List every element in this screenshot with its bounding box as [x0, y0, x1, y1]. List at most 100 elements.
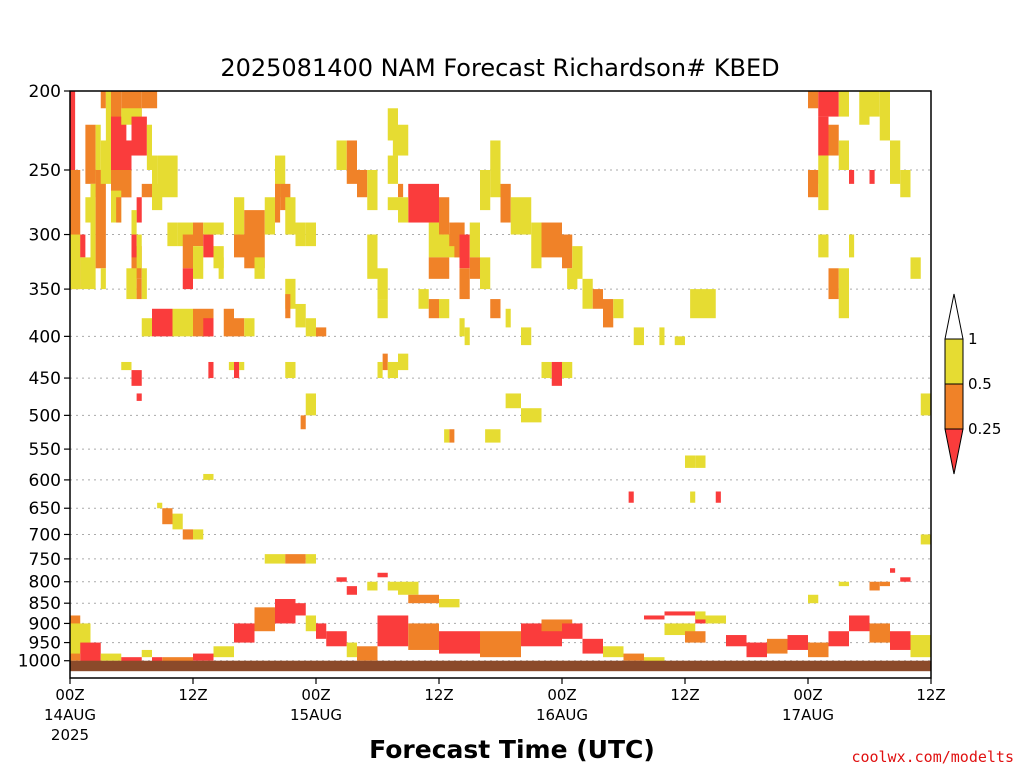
x-tick-label: 00Z — [55, 686, 84, 704]
ri-cell — [572, 246, 583, 279]
ri-cell — [131, 91, 142, 117]
ri-cell — [275, 155, 286, 198]
ri-cell — [167, 222, 178, 247]
ri-cell — [859, 91, 870, 125]
ri-cell — [285, 278, 296, 309]
ri-cell — [131, 210, 137, 247]
ri-cell — [193, 222, 204, 247]
ri-cell — [162, 657, 193, 665]
ri-cell — [444, 429, 450, 443]
ri-cell — [705, 615, 726, 624]
ri-cell — [70, 169, 81, 290]
y-tick-label: 550 — [29, 440, 61, 460]
y-tick-label: 200 — [29, 82, 61, 102]
y-tick-label: 500 — [29, 406, 61, 426]
ri-cell — [254, 607, 275, 632]
ri-cell — [849, 234, 855, 258]
ri-cell — [387, 197, 398, 211]
y-tick-label: 450 — [29, 369, 61, 389]
ri-cell — [193, 529, 204, 540]
ri-cell — [603, 646, 624, 658]
ri-cell — [592, 289, 603, 309]
ri-cell — [485, 429, 501, 443]
legend: 1 0.5 0.25 — [944, 293, 1001, 475]
ri-cell — [787, 635, 808, 650]
ri-cell — [562, 234, 573, 269]
ri-cell — [428, 299, 439, 319]
y-tick-label: 700 — [29, 525, 61, 545]
ri-cell — [439, 631, 480, 654]
ri-cell — [275, 599, 296, 624]
ri-cell — [505, 393, 521, 409]
ri-cell — [387, 108, 398, 141]
ri-cell — [628, 491, 634, 503]
ri-cell — [387, 361, 398, 379]
ri-cell — [398, 124, 409, 156]
legend-bottom-arrow — [944, 428, 964, 475]
x-tick-date: 16AUG — [536, 706, 588, 724]
ri-cell — [254, 257, 265, 279]
ri-cell — [239, 361, 245, 371]
ri-cell — [377, 268, 388, 300]
ri-cell — [182, 234, 193, 269]
ri-cell — [920, 393, 931, 416]
ri-cell — [828, 268, 839, 300]
ri-cell — [305, 222, 316, 247]
ri-cell — [305, 318, 316, 337]
ri-cell — [582, 278, 593, 309]
ground-layer — [70, 660, 931, 672]
ri-cell — [280, 183, 291, 211]
ri-cell — [838, 140, 849, 170]
ri-cell — [100, 653, 122, 661]
ri-cell — [244, 210, 265, 269]
x-tick-label: 12Z — [178, 686, 207, 704]
ri-cell — [644, 615, 665, 620]
y-tick-label: 1000 — [18, 652, 61, 672]
ri-cell — [131, 116, 147, 156]
ri-cell — [469, 257, 480, 279]
legend-label: 0.5 — [968, 375, 992, 393]
ri-cell — [521, 408, 542, 423]
ri-cell — [111, 169, 132, 198]
ri-cell — [551, 361, 562, 386]
ri-cell — [428, 222, 439, 258]
ri-cell — [162, 508, 173, 525]
y-tick-label: 650 — [29, 499, 61, 519]
ri-cell — [828, 124, 839, 156]
x-tick-label: 12Z — [670, 686, 699, 704]
ri-cell — [664, 623, 696, 636]
ri-cell — [695, 611, 706, 620]
ri-cell — [464, 327, 470, 346]
ri-cell — [100, 91, 106, 109]
ri-cell — [449, 429, 455, 443]
ri-cell — [193, 653, 214, 661]
ri-cell — [674, 336, 685, 346]
ri-cell — [295, 303, 306, 328]
ri-cell — [131, 234, 137, 258]
ri-cell — [90, 183, 96, 290]
chart-title: 2025081400 NAM Forecast Richardson# KBED — [220, 54, 779, 82]
ri-cell — [70, 234, 81, 290]
x-tick-label: 12Z — [916, 686, 945, 704]
ri-cell — [336, 577, 347, 582]
ri-cell — [285, 361, 296, 379]
ri-cell — [910, 257, 921, 279]
ri-cell — [562, 361, 573, 379]
ri-cell — [377, 361, 383, 379]
ri-cell — [213, 646, 234, 658]
ri-cell — [828, 631, 849, 647]
x-axis-title: Forecast Time (UTC) — [369, 735, 655, 764]
ri-cell — [100, 268, 106, 290]
ri-cell — [685, 455, 696, 468]
ri-cell — [838, 91, 849, 117]
ri-cell — [141, 649, 152, 658]
ri-cell — [141, 91, 158, 109]
ri-cell — [213, 246, 224, 269]
ri-cell — [398, 353, 409, 371]
legend-top-arrow — [944, 293, 964, 340]
ri-cell — [172, 513, 183, 530]
y-tick-label: 400 — [29, 327, 61, 347]
ri-cell — [203, 234, 214, 258]
ri-cell — [131, 370, 142, 386]
